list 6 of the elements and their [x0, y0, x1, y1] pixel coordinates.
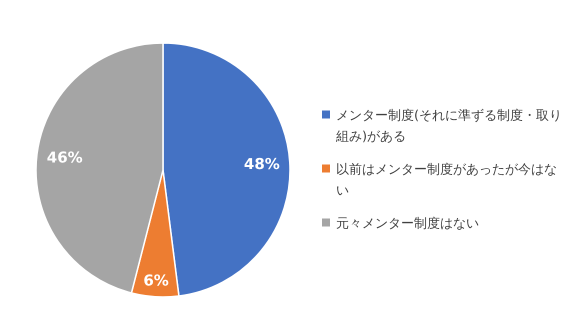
data-label: 48%: [244, 154, 280, 173]
data-label: 46%: [46, 148, 83, 167]
legend-label: 以前はメンター制度があったが今はない: [336, 162, 557, 198]
legend-label: 元々メンター制度はない: [336, 216, 479, 232]
legend-label: メンター制度(それに準ずる制度・取り組み)がある: [335, 108, 562, 144]
data-label: 6%: [143, 271, 169, 290]
